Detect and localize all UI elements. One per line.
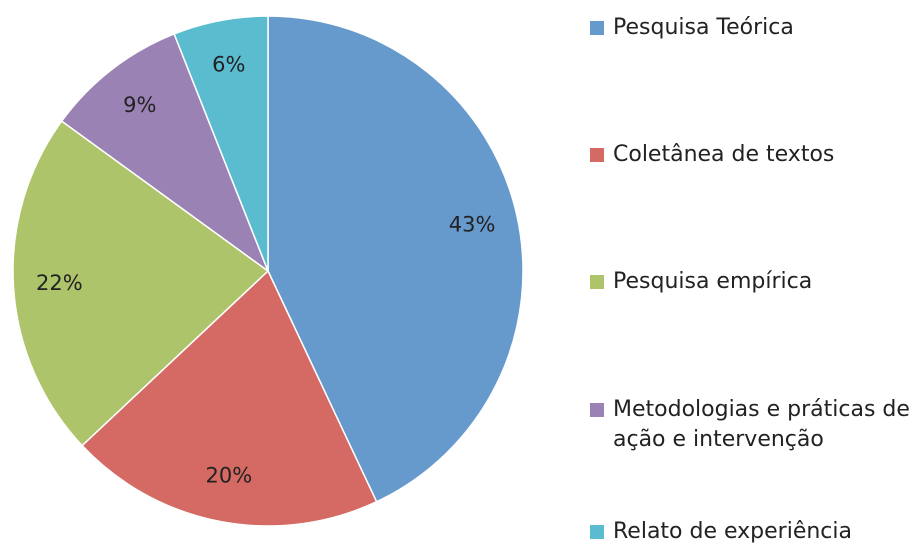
pie-slice xyxy=(267,15,524,503)
legend-swatch xyxy=(590,21,604,35)
legend-item: Pesquisa Teórica xyxy=(590,13,910,43)
legend-label: Coletânea de textos xyxy=(613,142,835,167)
legend-swatch xyxy=(590,275,604,289)
legend-item: Coletânea de textos xyxy=(590,140,910,170)
legend-label: Relato de experiência xyxy=(613,519,852,544)
chart: 43% 20% 22% 9% 6% xyxy=(12,15,524,527)
legend-swatch xyxy=(590,403,604,417)
value-label: 9% xyxy=(123,93,156,117)
legend-label: Pesquisa Teórica xyxy=(613,15,794,40)
pie-slice xyxy=(12,120,270,447)
legend-label: Metodologias e práticas de ação e interv… xyxy=(613,397,910,452)
legend-swatch xyxy=(590,525,604,539)
pie-slice xyxy=(60,32,270,274)
value-label: 20% xyxy=(205,463,252,487)
legend-item: Metodologias e práticas de ação e interv… xyxy=(590,395,910,455)
legend-item: Pesquisa empírica xyxy=(590,267,910,297)
pie-slice xyxy=(81,269,378,527)
value-label: 22% xyxy=(36,271,83,295)
legend-swatch xyxy=(590,148,604,162)
value-label: 6% xyxy=(212,53,245,77)
legend-item: Relato de experiência xyxy=(590,517,910,547)
pie-slice xyxy=(173,15,269,272)
value-label: 43% xyxy=(449,212,496,236)
legend-label: Pesquisa empírica xyxy=(613,269,813,294)
